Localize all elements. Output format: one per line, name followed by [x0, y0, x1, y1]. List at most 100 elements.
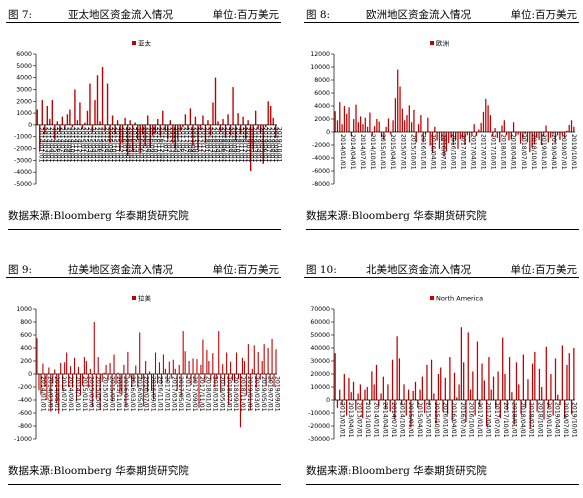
bar — [568, 124, 570, 132]
x-tick-label: 2015/03/01 — [88, 376, 95, 412]
x-tick-label: 2018/02/01 — [206, 127, 213, 163]
x-tick-label: 2019/04/01 — [255, 127, 262, 163]
bar — [346, 113, 348, 132]
bar — [214, 77, 217, 125]
bar — [508, 132, 510, 141]
x-tick-label: 2015/04/01 — [89, 127, 96, 163]
bar — [207, 120, 209, 125]
bar — [561, 132, 563, 135]
bar — [86, 110, 89, 125]
bar — [52, 374, 54, 384]
bar — [99, 121, 101, 125]
x-tick-label: 2015/11/01 — [113, 127, 120, 163]
bar — [66, 114, 69, 125]
x-tick-label: 2015/07/01 — [100, 127, 107, 163]
bar — [36, 109, 38, 125]
bar — [178, 364, 180, 374]
x-tick-label: 2015/01/01 — [379, 134, 386, 170]
bar — [233, 374, 236, 383]
bar — [457, 132, 459, 149]
bar — [131, 124, 134, 151]
bar — [196, 359, 198, 374]
x-tick-label: 2015/05/01 — [93, 127, 100, 163]
bar — [91, 374, 93, 407]
x-tick-label: 2015/01/01 — [81, 376, 88, 412]
bar — [431, 132, 434, 153]
legend-swatch — [430, 296, 434, 300]
y-tick-label: 60000 — [310, 319, 330, 326]
x-tick-label: 2018/10/01 — [536, 402, 543, 438]
bar — [62, 374, 64, 391]
bar — [96, 75, 99, 125]
bar — [526, 132, 529, 143]
bar — [383, 132, 385, 140]
x-tick-label: 2014/11/01 — [72, 127, 79, 163]
bar — [339, 102, 341, 132]
bar — [147, 115, 149, 125]
y-tick-label: 0 — [326, 129, 330, 136]
bar — [426, 364, 428, 400]
bar — [385, 400, 387, 410]
chart-title: 拉美地区资金流入情况 — [68, 264, 173, 276]
bar — [192, 358, 194, 374]
bar — [444, 377, 446, 400]
bar — [451, 400, 453, 421]
bar — [224, 374, 226, 386]
bar — [437, 374, 440, 400]
x-tick-label: 2014/09/01 — [67, 376, 74, 412]
x-tick-label: 2014/10/01 — [369, 134, 376, 170]
bar — [113, 354, 115, 374]
x-tick-label: 2017/10/01 — [490, 134, 497, 170]
x-tick-label: 2018/07/01 — [225, 376, 232, 412]
bar — [44, 374, 46, 387]
bar — [152, 374, 155, 399]
bar — [259, 374, 261, 380]
bar — [401, 108, 403, 132]
bar — [252, 124, 254, 150]
bar — [68, 374, 70, 387]
bar — [464, 132, 466, 145]
bar — [366, 387, 368, 400]
bar — [174, 124, 177, 149]
bar — [443, 132, 445, 157]
bar-chart-europe: 欧洲 -8000 -6000 -4000 -2000 0 2000 4000 6000 8000 1… — [310, 39, 577, 189]
bar — [275, 349, 277, 374]
legend: 拉美 — [132, 294, 152, 303]
bar — [218, 331, 220, 374]
bar — [419, 389, 421, 400]
x-tick-label: 2016/08/01 — [144, 127, 151, 163]
bar — [424, 400, 426, 413]
bar — [357, 393, 359, 400]
x-tick-label: 2016/10/01 — [449, 134, 456, 170]
bar — [54, 369, 56, 374]
bar — [44, 124, 46, 135]
bar — [212, 102, 214, 125]
legend-label: 拉美 — [138, 294, 152, 303]
bar — [436, 132, 438, 141]
x-tick-label: 2019/09/01 — [272, 127, 279, 163]
bar — [69, 109, 71, 125]
bar — [198, 374, 200, 408]
bar — [133, 374, 135, 382]
bar — [510, 132, 512, 140]
x-tick-label: 2016/02/01 — [124, 127, 131, 163]
bar — [48, 367, 50, 374]
bar — [563, 132, 566, 138]
x-tick-label: 2014/11/01 — [74, 376, 81, 412]
bar — [350, 392, 352, 400]
bar — [159, 124, 161, 136]
x-tick-label: 2019/01/01 — [244, 127, 251, 163]
x-tick-label: 2019/07/01 — [560, 134, 567, 170]
bar — [241, 357, 243, 374]
bar — [403, 384, 405, 400]
x-tick-label: 2016/01/01 — [442, 402, 449, 438]
bar — [536, 132, 538, 138]
bar — [540, 132, 543, 145]
bar — [414, 381, 417, 400]
bar — [465, 400, 467, 423]
bar — [522, 132, 524, 139]
x-tick-label: 2015/08/01 — [103, 127, 110, 163]
bar — [162, 354, 164, 374]
x-tick-label: 2017/05/01 — [175, 127, 182, 163]
bar — [237, 374, 240, 380]
